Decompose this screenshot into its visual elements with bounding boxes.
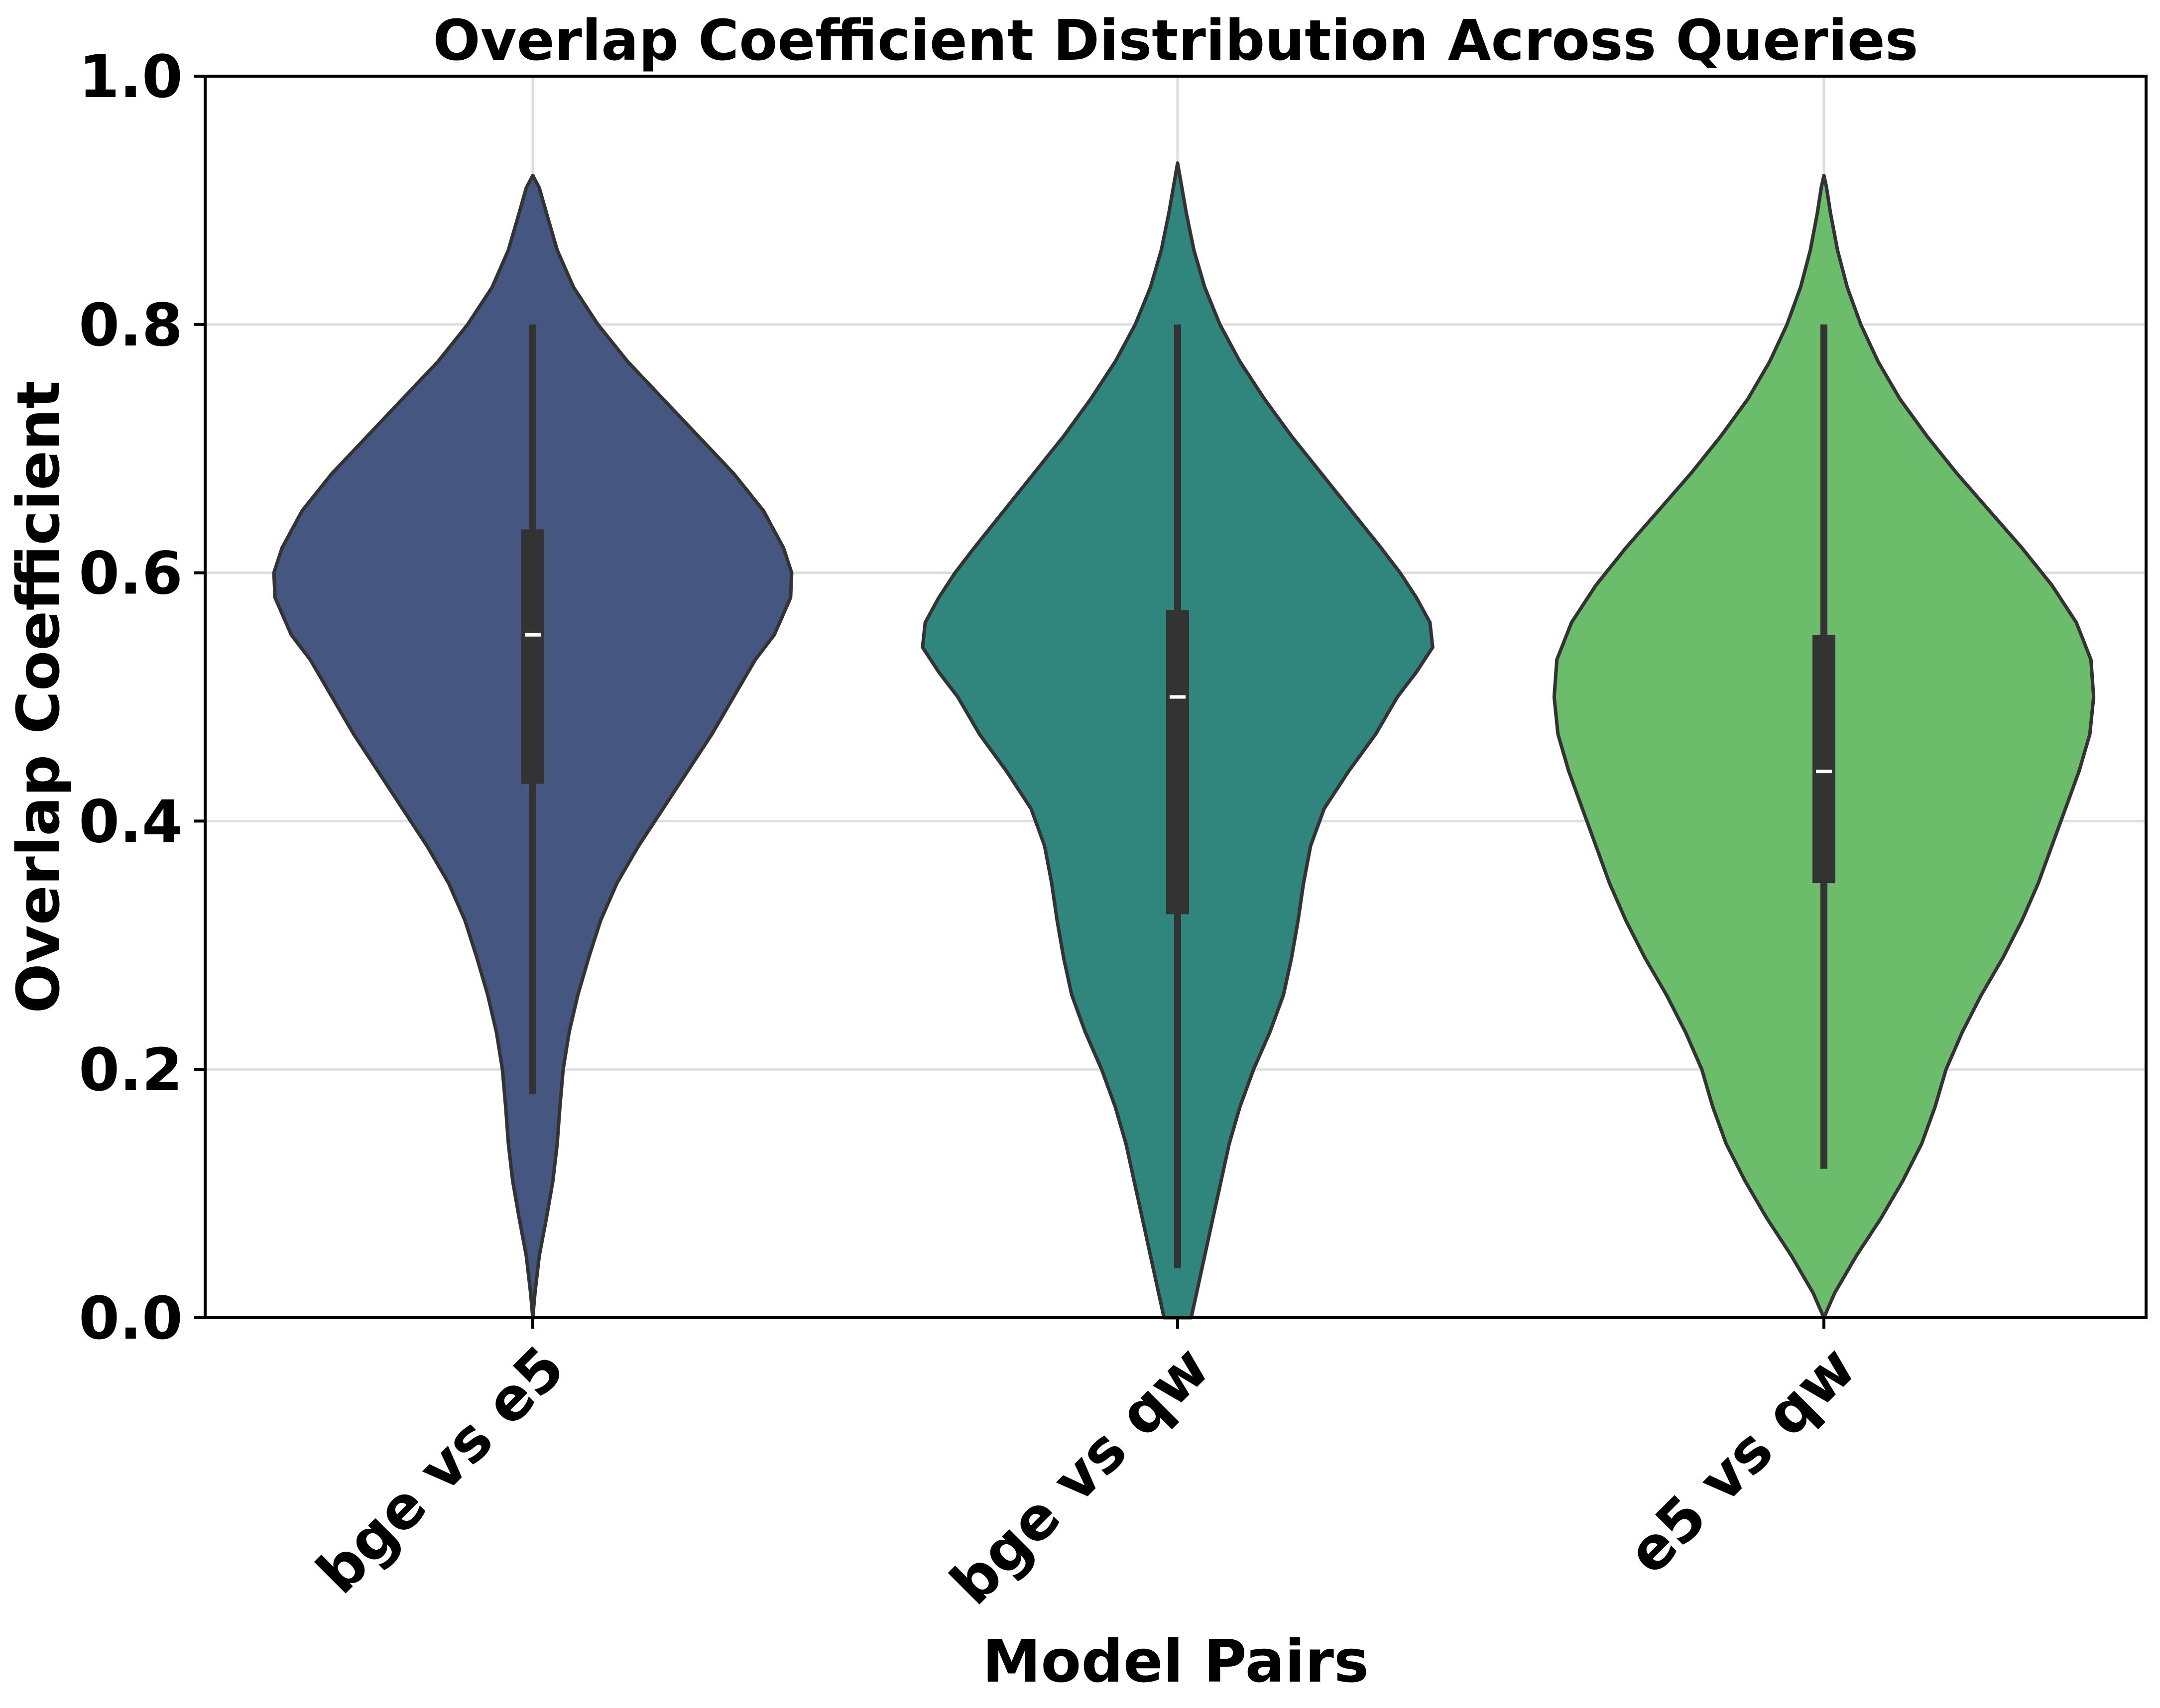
violin-iqr-box: [1166, 610, 1189, 914]
y-tick-label: 0.6: [79, 539, 183, 608]
y-tick-label: 0.2: [79, 1035, 183, 1104]
violin-iqr-box: [1812, 635, 1835, 884]
plot-frame: [204, 75, 2148, 1319]
y-tick-label: 0.4: [79, 787, 183, 856]
y-tick-label: 1.0: [79, 42, 183, 111]
y-tick-label: 0.0: [79, 1284, 183, 1353]
y-axis-label: Overlap Coefficient: [4, 380, 73, 1013]
violin-iqr-box: [521, 529, 544, 784]
chart-title: Overlap Coefficient Distribution Across …: [433, 8, 1919, 73]
y-tick-label: 0.8: [79, 291, 183, 359]
violins: [272, 161, 2096, 1320]
x-axis-label: Model Pairs: [982, 1627, 1369, 1696]
